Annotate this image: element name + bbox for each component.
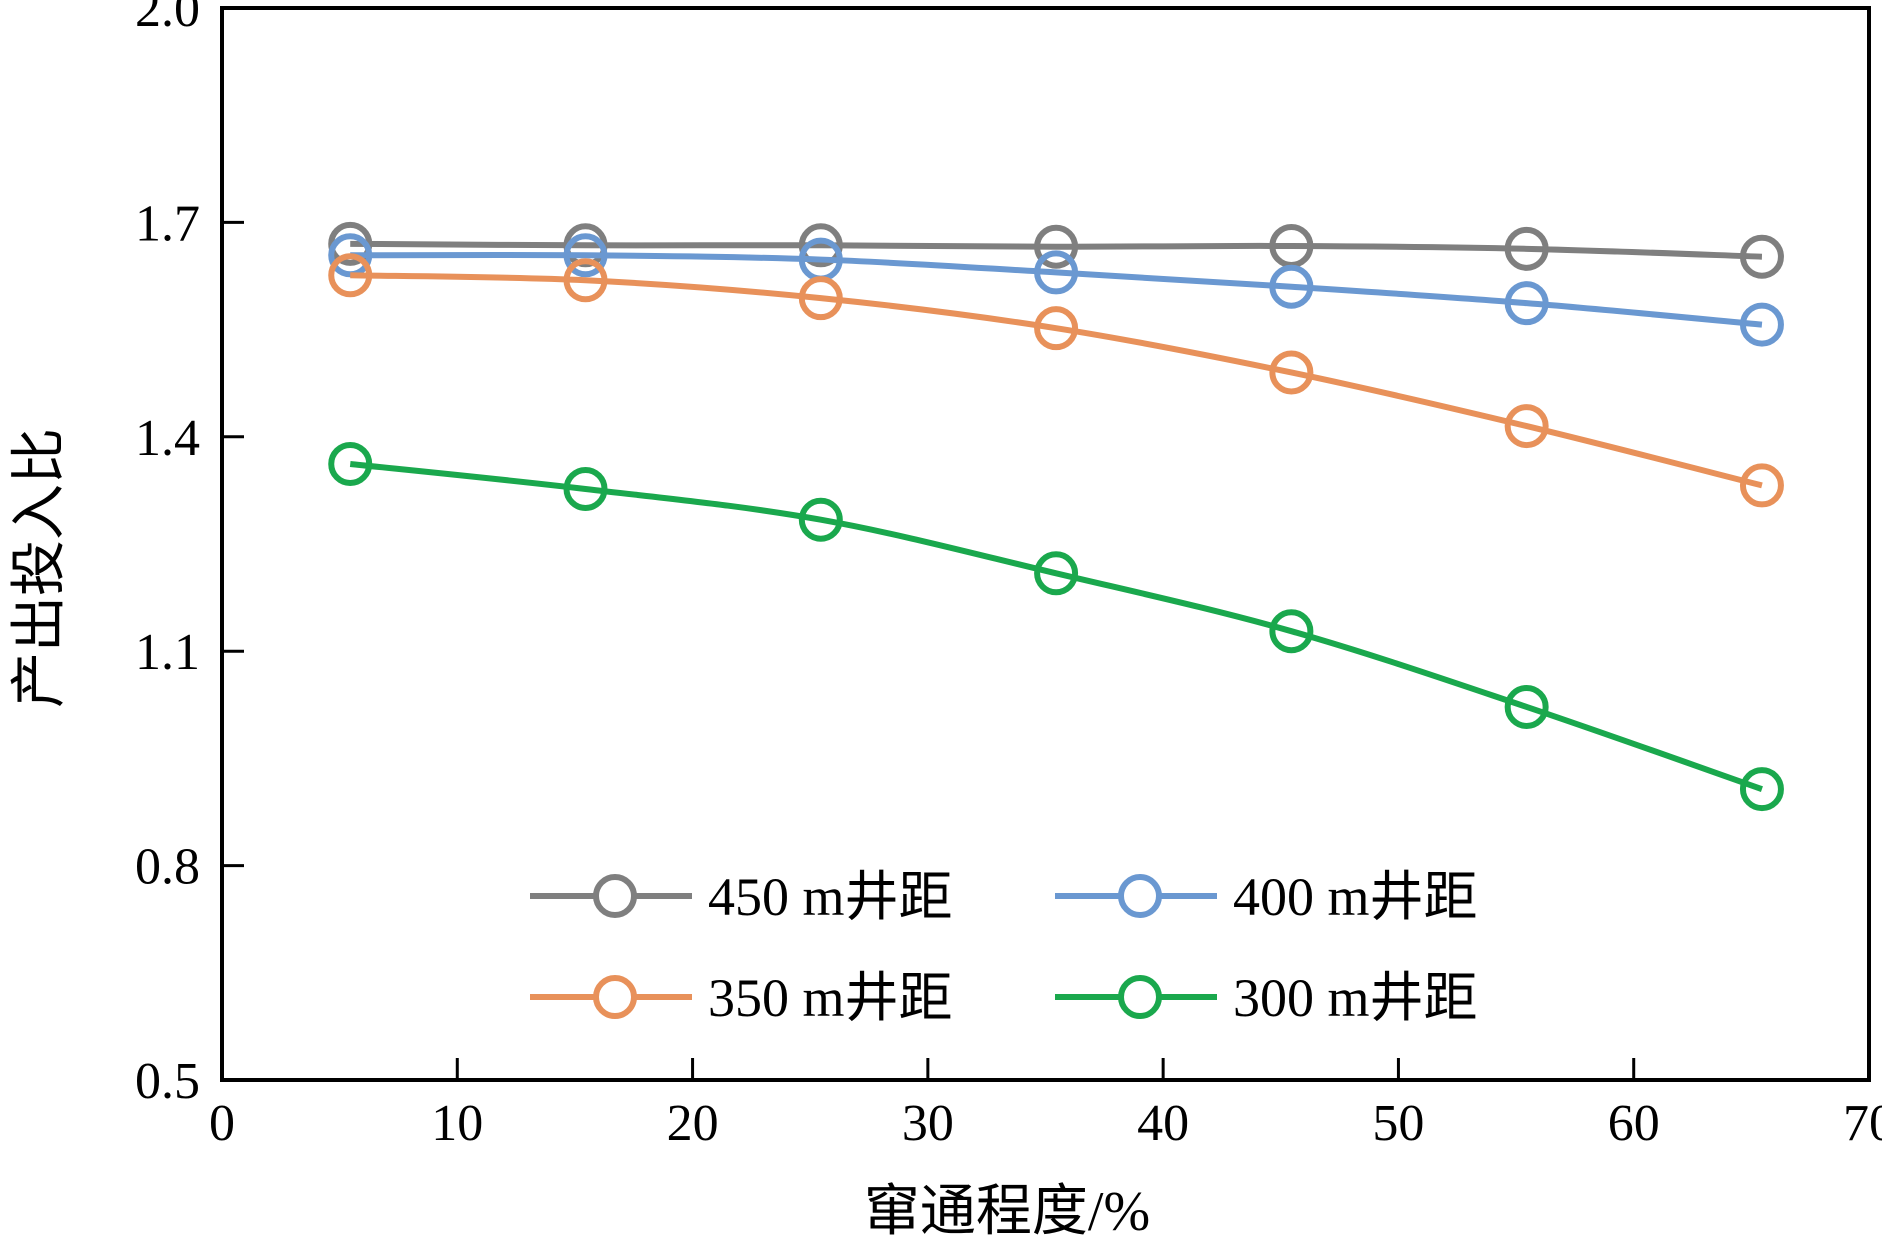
data-point-marker xyxy=(1739,463,1784,508)
data-point-marker xyxy=(563,466,608,511)
legend-marker xyxy=(593,874,637,918)
series-line xyxy=(349,460,1763,792)
data-point-marker xyxy=(798,223,843,268)
legend-marker xyxy=(1118,874,1162,918)
data-point-marker xyxy=(328,441,373,486)
x-tick-label: 50 xyxy=(1372,1095,1424,1152)
data-point-marker xyxy=(1034,224,1079,269)
legend-item: 350 m井距 xyxy=(530,968,953,1028)
legend-item: 400 m井距 xyxy=(1055,867,1478,927)
x-tick-label: 30 xyxy=(902,1095,954,1152)
plot-area-frame xyxy=(220,6,1871,1082)
y-tick-label: 0.5 xyxy=(135,1053,200,1110)
series-300m xyxy=(328,441,1784,812)
data-point-marker xyxy=(328,233,373,278)
y-tick-label: 1.1 xyxy=(135,624,200,681)
y-tick-label: 1.7 xyxy=(135,195,200,252)
data-point-marker xyxy=(1034,250,1079,295)
data-point-marker xyxy=(1739,302,1784,347)
data-point-marker xyxy=(1504,281,1549,326)
legend-label: 400 m井距 xyxy=(1233,867,1478,927)
data-point-marker xyxy=(798,276,843,321)
series-line xyxy=(350,272,1763,489)
x-tick-label: 60 xyxy=(1608,1095,1660,1152)
y-tick-label: 0.8 xyxy=(135,839,200,896)
x-tick-label: 10 xyxy=(431,1095,483,1152)
data-point-marker xyxy=(563,258,608,303)
data-point-marker xyxy=(328,253,373,298)
y-tick-label: 2.0 xyxy=(135,0,200,38)
x-tick-label: 70 xyxy=(1843,1095,1882,1152)
legend-marker xyxy=(593,975,637,1019)
data-point-marker xyxy=(1739,234,1784,279)
x-tick-label: 20 xyxy=(667,1095,719,1152)
series-400m xyxy=(328,233,1784,347)
data-point-marker xyxy=(1034,306,1079,351)
legend-item: 450 m井距 xyxy=(530,867,953,927)
series-line xyxy=(350,240,1763,260)
series-350m xyxy=(328,253,1784,508)
y-axis-title: 产出投入比 xyxy=(9,428,71,708)
data-point-marker xyxy=(1504,226,1549,271)
y-tick-label: 1.4 xyxy=(135,410,200,467)
legend-label: 300 m井距 xyxy=(1233,968,1478,1028)
legend-item: 300 m井距 xyxy=(1055,968,1478,1028)
series-layer xyxy=(328,221,1784,812)
series-line xyxy=(350,251,1763,328)
legend-label: 450 m井距 xyxy=(708,867,953,927)
data-point-marker xyxy=(1269,350,1314,395)
data-point-marker xyxy=(1269,264,1314,309)
legend-marker xyxy=(1118,975,1162,1019)
data-point-marker xyxy=(1269,609,1314,654)
data-point-marker xyxy=(328,221,373,266)
legend-label: 350 m井距 xyxy=(708,968,953,1028)
data-point-marker xyxy=(798,497,843,542)
data-point-marker xyxy=(1504,684,1549,729)
data-point-marker xyxy=(1504,404,1549,449)
x-tick-label: 40 xyxy=(1137,1095,1189,1152)
data-point-marker xyxy=(1034,551,1079,596)
x-axis-title: 窜通程度/% xyxy=(864,1181,1150,1235)
data-point-marker xyxy=(563,233,608,278)
legend: 450 m井距 400 m井距 350 m井距 300 m井距 xyxy=(530,867,1478,1028)
series-450m xyxy=(328,221,1784,279)
x-tick-label: 0 xyxy=(209,1095,235,1152)
data-point-marker xyxy=(1739,767,1784,812)
